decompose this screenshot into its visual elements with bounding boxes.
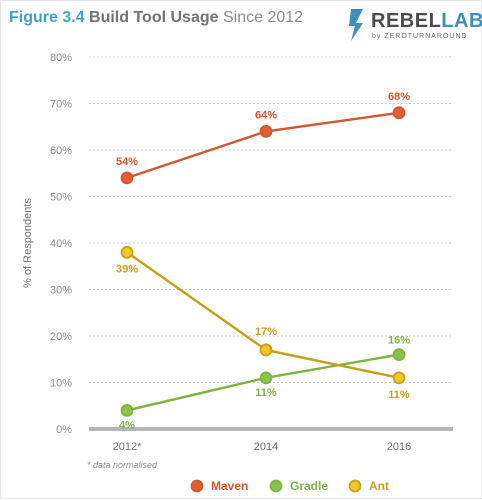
- figure-number: Figure 3.4: [9, 9, 85, 26]
- figure-subtitle: Since 2012: [222, 9, 304, 26]
- legend-label-maven: Maven: [211, 479, 248, 493]
- rebel-labs-logo-icon: [349, 9, 363, 41]
- y-tick-label: 40%: [50, 238, 72, 250]
- ant-data-point: [259, 343, 273, 357]
- y-tick-label: 60%: [50, 145, 72, 157]
- ant-data-point: [392, 371, 406, 385]
- legend-marker-ant: [348, 479, 362, 493]
- figure-title-text: Build Tool Usage: [89, 9, 219, 26]
- x-tick-label: 2014: [254, 441, 278, 453]
- maven-data-point: [392, 106, 406, 120]
- legend-marker-maven: [190, 479, 204, 493]
- ant-data-label: 11%: [388, 389, 410, 401]
- axes: 0% 10% 20% 30% 40% 50% 60% 70% 80% 2012* 2014 2016%…: [22, 52, 453, 453]
- legend-label-gradle: Gradle: [290, 479, 328, 493]
- logo-subtitle: by ZEROTURNAROUND: [372, 33, 468, 40]
- legend-label-ant: Ant: [369, 479, 389, 493]
- logo-wordmark-labs: LABS: [441, 10, 482, 32]
- ant-data-point: [120, 245, 134, 259]
- maven-data-label: 68%: [388, 91, 410, 103]
- y-axis-label: % of Respondents: [22, 198, 34, 288]
- footnote: * data normalised: [87, 460, 158, 470]
- ant-data-label: 39%: [116, 263, 138, 275]
- gradle-data-point: [392, 348, 406, 362]
- y-tick-label: 0%: [56, 424, 72, 436]
- maven-data-label: 54%: [116, 156, 138, 168]
- ant-data-label: 17%: [255, 326, 277, 338]
- gradle-data-label: 11%: [255, 387, 277, 399]
- series-lines: [126, 111, 400, 412]
- gradle-data-label: 4%: [119, 419, 135, 431]
- y-tick-label: 30%: [50, 285, 72, 297]
- series-points: [120, 106, 406, 417]
- gradle-data-label: 16%: [388, 335, 410, 347]
- gridlines: [89, 56, 453, 383]
- logo-wordmark: REBELLABS: [371, 10, 482, 33]
- y-tick-label: 50%: [50, 192, 72, 204]
- legend: Maven Gradle Ant: [190, 479, 389, 493]
- maven-data-point: [259, 124, 273, 138]
- y-tick-label: 80%: [50, 52, 72, 64]
- x-tick-label: 2016: [387, 441, 411, 453]
- logo-wordmark-rebel: REBEL: [371, 10, 442, 32]
- ant-series-line: [126, 251, 400, 380]
- y-tick-label: 20%: [50, 331, 72, 343]
- legend-marker-gradle: [269, 479, 283, 493]
- gradle-data-point: [259, 371, 273, 385]
- rebel-labs-logo: REBELLABS by ZEROTURNAROUND: [347, 8, 482, 44]
- y-tick-label: 70%: [50, 99, 72, 111]
- figure-title: Figure 3.4 Build Tool Usage Since 2012: [9, 9, 303, 27]
- data-labels: 54% 64% 68% 4% 11% 16% 39% 17% 11%: [116, 91, 410, 432]
- maven-series-line: [126, 111, 400, 180]
- y-tick-label: 10%: [50, 378, 72, 390]
- maven-data-label: 64%: [255, 109, 277, 121]
- x-tick-label: 2012*: [113, 441, 142, 453]
- maven-data-point: [120, 171, 134, 185]
- gradle-data-point: [120, 403, 134, 417]
